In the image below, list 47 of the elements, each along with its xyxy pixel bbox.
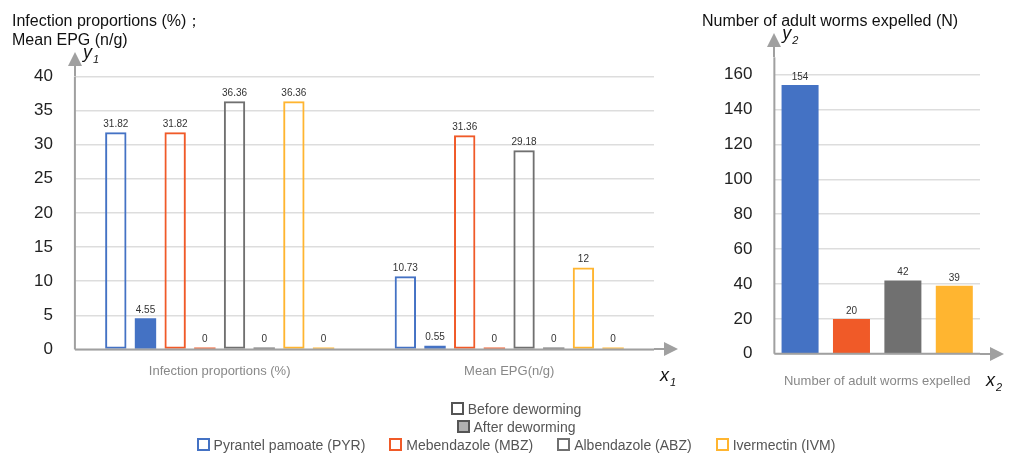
- x-tick-label: Mean EPG(n/g): [464, 362, 555, 378]
- y-tick-label: 120: [723, 134, 753, 154]
- y-tick-label: 160: [723, 64, 753, 84]
- data-label: 0: [320, 333, 327, 345]
- data-label: 36.36: [222, 86, 248, 98]
- data-label: 31.82: [162, 117, 189, 129]
- y-tick-label: 60: [733, 238, 753, 258]
- data-label: 36.36: [281, 86, 307, 98]
- data-label: 0.55: [425, 331, 446, 343]
- y-tick-label: 15: [33, 236, 53, 256]
- y-tick-label: 0: [742, 343, 753, 363]
- y-tick-label: 35: [33, 100, 53, 120]
- data-label: 154: [791, 70, 809, 82]
- y-tick-label: 0: [43, 339, 53, 359]
- data-label: 0: [550, 333, 557, 345]
- legend-label: Mebendazole (MBZ): [405, 436, 534, 454]
- y-tick-label: 20: [33, 202, 53, 222]
- y-tick-label: 30: [33, 134, 53, 154]
- data-label: 12: [577, 253, 590, 265]
- y-tick-label: 10: [33, 270, 53, 290]
- data-label: 10.73: [392, 261, 419, 273]
- x-tick-label: Infection proportions (%): [148, 362, 291, 378]
- data-label: 4.55: [135, 304, 156, 316]
- data-label: 31.82: [103, 117, 129, 129]
- data-label: 0: [491, 333, 498, 345]
- data-label: 42: [897, 266, 909, 278]
- y-tick-label: 40: [733, 273, 753, 293]
- data-label: 29.18: [511, 136, 538, 147]
- y-tick-label: 25: [33, 168, 53, 188]
- y-tick-label: 20: [733, 308, 753, 328]
- x-axis-title: Number of adult worms expelled: [783, 372, 971, 388]
- data-label: 0: [610, 333, 617, 345]
- y-tick-label: 100: [723, 169, 753, 189]
- y-tick-label: 80: [733, 203, 753, 223]
- data-label: 31.36: [452, 121, 478, 133]
- text: After deworming: [473, 419, 576, 435]
- legend-label: Ivermectin (IVM): [731, 436, 836, 454]
- legend-label: Pyrantel pamoate (PYR): [212, 436, 366, 454]
- data-label: 39: [948, 271, 961, 283]
- legend-label: Albendazole (ABZ): [573, 436, 692, 454]
- text: Before deworming: [467, 401, 582, 417]
- data-label: 20: [845, 304, 858, 316]
- y-tick-label: 5: [43, 304, 53, 324]
- y-tick-label: 40: [33, 66, 53, 86]
- y-tick-label: 140: [723, 99, 753, 119]
- data-label: 0: [261, 333, 268, 345]
- data-label: 0: [202, 333, 209, 345]
